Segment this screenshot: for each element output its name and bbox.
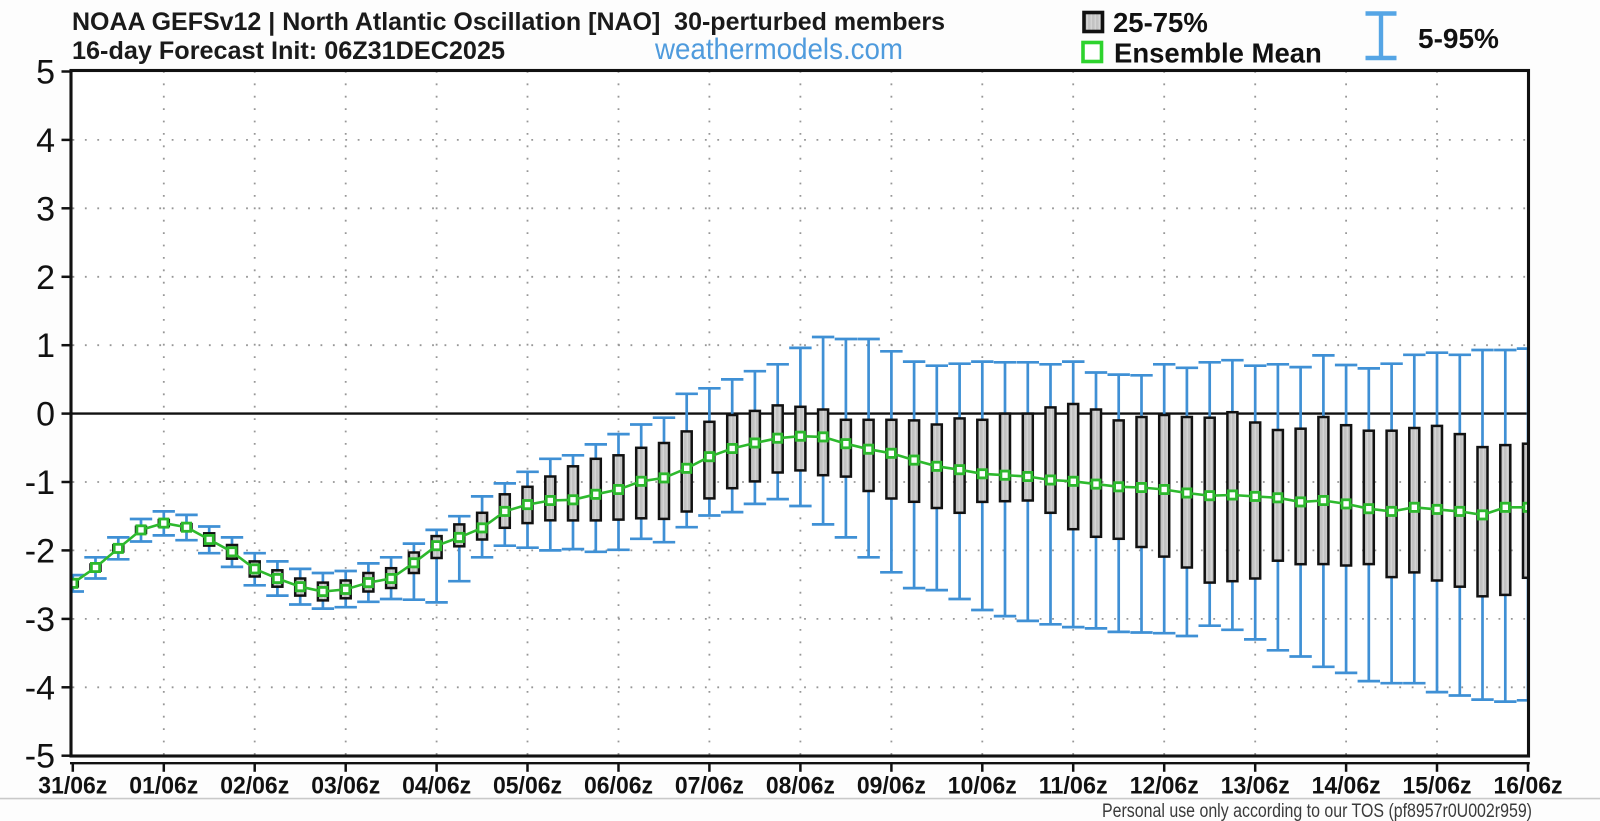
svg-text:10/06z: 10/06z	[948, 773, 1017, 800]
svg-text:03/06z: 03/06z	[311, 773, 380, 800]
svg-text:4: 4	[36, 122, 55, 160]
svg-text:weathermodels.com: weathermodels.com	[654, 33, 903, 66]
svg-text:1: 1	[36, 327, 55, 365]
svg-text:12/06z: 12/06z	[1130, 773, 1199, 800]
svg-text:04/06z: 04/06z	[402, 773, 471, 800]
svg-text:3: 3	[36, 190, 55, 228]
svg-text:-4: -4	[25, 669, 55, 707]
svg-text:06/06z: 06/06z	[584, 773, 653, 800]
svg-text:16/06z: 16/06z	[1494, 773, 1563, 800]
svg-text:07/06z: 07/06z	[675, 773, 744, 800]
svg-text:-3: -3	[25, 601, 55, 639]
svg-text:15/06z: 15/06z	[1403, 773, 1472, 800]
svg-text:09/06z: 09/06z	[857, 773, 926, 800]
svg-text:Ensemble Mean: Ensemble Mean	[1114, 38, 1322, 69]
svg-text:5: 5	[36, 54, 55, 92]
svg-text:05/06z: 05/06z	[493, 773, 562, 800]
svg-text:08/06z: 08/06z	[766, 773, 835, 800]
svg-text:02/06z: 02/06z	[220, 773, 289, 800]
svg-text:2: 2	[36, 259, 55, 297]
svg-text:25-75%: 25-75%	[1113, 7, 1208, 38]
svg-text:NOAA GEFSv12 | North Atlantic: NOAA GEFSv12 | North Atlantic Oscillatio…	[72, 8, 945, 36]
svg-text:11/06z: 11/06z	[1039, 773, 1108, 800]
svg-text:5-95%: 5-95%	[1418, 23, 1499, 54]
svg-text:Personal use only according to: Personal use only according to our TOS (…	[1102, 801, 1532, 821]
svg-text:-5: -5	[25, 738, 55, 776]
svg-text:-2: -2	[25, 532, 55, 570]
svg-text:14/06z: 14/06z	[1312, 773, 1381, 800]
svg-text:31/06z: 31/06z	[38, 773, 107, 800]
svg-text:13/06z: 13/06z	[1221, 773, 1290, 800]
svg-text:-1: -1	[25, 464, 55, 502]
svg-text:01/06z: 01/06z	[129, 773, 198, 800]
svg-text:0: 0	[36, 396, 55, 434]
svg-text:16-day Forecast Init: 06Z31DEC: 16-day Forecast Init: 06Z31DEC2025	[72, 37, 505, 65]
